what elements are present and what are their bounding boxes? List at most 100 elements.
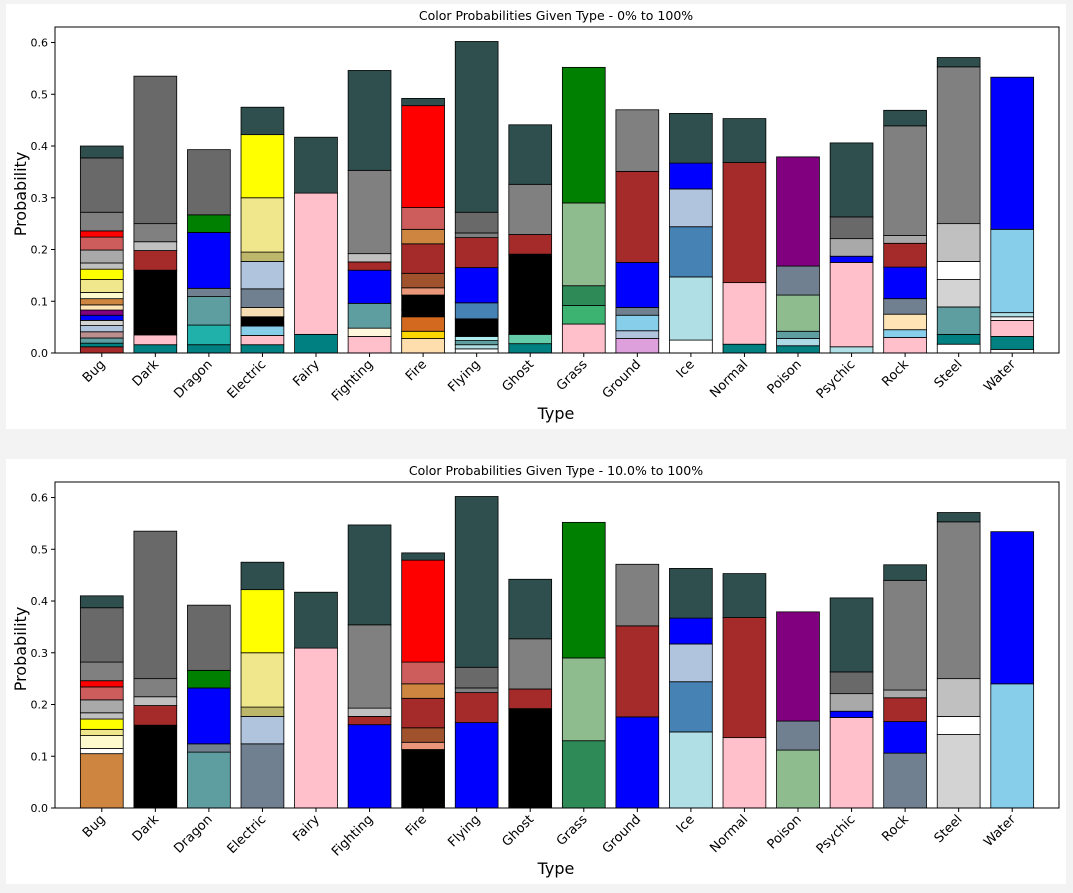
bar-segment-flying-3 [454, 336, 499, 341]
bar-segment-dragon-6 [187, 149, 231, 216]
bar-segment-bug-16 [79, 230, 124, 238]
bar-segment-electric-0 [240, 743, 285, 809]
bar-segment-bug-8 [79, 680, 124, 688]
y-tick-label: 0.5 [31, 88, 49, 101]
x-tick-label-dragon: Dragon [171, 812, 215, 856]
bar-segment-fairy-0 [294, 647, 338, 809]
bar-segment-flying-6 [454, 267, 499, 304]
bar-segment-steel-3 [936, 521, 981, 680]
bar-segment-grass-4 [561, 66, 606, 204]
plot-frame [54, 481, 1060, 809]
bar-segment-bug-10 [79, 292, 124, 300]
bar-segment-ice-2 [669, 643, 713, 683]
bar-segment-poison-0 [776, 749, 820, 809]
bar-segment-grass-3 [561, 202, 606, 287]
bar-segment-dark-1 [133, 705, 178, 726]
bar-segment-fighting-2 [347, 707, 392, 717]
bar-segment-fighting-1 [347, 716, 392, 726]
bar-segment-bug-3 [79, 728, 124, 736]
bar-segment-poison-5 [776, 156, 820, 267]
bars-layer [79, 41, 1035, 354]
bar-segment-ice-0 [669, 339, 713, 354]
bar-segment-ice-5 [669, 113, 713, 164]
x-tick-label-grass: Grass [554, 812, 591, 849]
bar-segment-electric-2 [240, 325, 285, 336]
bar-segment-bug-0 [79, 753, 124, 809]
y-axis-ticks: 0.0 0.1 0.2 0.3 0.4 0.5 0.6 [31, 37, 55, 360]
bar-segment-fire-1 [401, 741, 445, 750]
bar-segment-steel-1 [936, 333, 981, 345]
bar-segment-bug-7 [79, 309, 124, 316]
bar-segment-poison-4 [776, 265, 820, 296]
bar-segment-poison-3 [776, 294, 820, 332]
x-tick-label-psychic: Psychic [814, 812, 859, 857]
bar-segment-dragon-2 [187, 296, 231, 326]
bar-segment-water-5 [990, 228, 1035, 314]
x-tick-label-steel: Steel [932, 357, 966, 391]
bar-segment-dragon-1 [187, 743, 231, 753]
bar-segment-psychic-1 [829, 262, 874, 348]
bar-segment-ground-0 [615, 716, 660, 809]
bar-segment-dragon-3 [187, 287, 231, 298]
bar-segment-fighting-3 [347, 269, 392, 304]
bar-segment-ground-3 [615, 307, 660, 316]
bar-segment-ice-3 [669, 188, 713, 228]
plot-frame [54, 26, 1060, 354]
bar-segment-grass-0 [561, 323, 606, 354]
y-tick-label: 0.2 [31, 244, 49, 257]
x-tick-label-electric: Electric [225, 357, 270, 402]
bar-segment-dark-0 [133, 724, 178, 809]
bar-segment-dark-3 [133, 250, 178, 271]
bar-segment-steel-4 [936, 261, 981, 280]
bar-segment-ghost-0 [508, 708, 553, 809]
bar-segment-flying-0 [454, 722, 499, 809]
bar-segment-grass-0 [561, 740, 606, 809]
bar-segment-ice-1 [669, 276, 713, 341]
x-tick-label-fire: Fire [403, 812, 430, 839]
bar-segment-bug-12 [79, 268, 124, 280]
bar-segment-fire-11 [401, 98, 445, 107]
bar-segment-bug-10 [79, 607, 124, 663]
bar-segment-rock-5 [883, 564, 927, 581]
bar-segment-bug-5 [79, 319, 124, 326]
bar-segment-electric-10 [240, 106, 285, 136]
bar-segment-normal-0 [722, 343, 767, 354]
bar-segment-rock-2 [883, 697, 927, 722]
x-tick-label-water: Water [981, 812, 1019, 850]
bar-segment-bug-3 [79, 331, 124, 339]
bar-segment-fighting-6 [347, 169, 392, 255]
bar-segment-fighting-2 [347, 302, 392, 329]
x-tick-label-flying: Flying [445, 812, 483, 850]
bar-segment-ghost-4 [508, 183, 553, 235]
bar-segment-normal-0 [722, 737, 767, 809]
bar-segment-bug-9 [79, 298, 124, 306]
bar-segment-steel-0 [936, 343, 981, 354]
bar-segment-electric-5 [240, 561, 285, 591]
bar-segment-dragon-0 [187, 344, 231, 354]
bar-segment-bug-6 [79, 699, 124, 714]
bar-segment-ground-1 [615, 330, 660, 339]
y-tick-label: 0.4 [31, 140, 49, 153]
bar-segment-electric-7 [240, 251, 285, 262]
bar-segment-bug-6 [79, 314, 124, 321]
bar-segment-rock-3 [883, 689, 927, 699]
bar-segment-steel-2 [936, 306, 981, 335]
bar-segment-water-0 [990, 683, 1035, 809]
bar-segment-steel-1 [936, 716, 981, 735]
bar-segment-grass-2 [561, 285, 606, 306]
x-tick-label-poison: Poison [765, 357, 805, 397]
y-tick-label: 0.6 [31, 492, 49, 505]
bar-segment-ground-1 [615, 625, 660, 718]
chart-panel-ten-percent: Color Probabilities Given Type - 10.0% t… [6, 459, 1066, 884]
bar-segment-bug-1 [79, 342, 124, 348]
bar-segment-flying-7 [454, 237, 499, 269]
bar-segment-rock-4 [883, 579, 927, 691]
bar-segment-water-0 [990, 348, 1035, 354]
y-axis-label: Probability [11, 152, 30, 237]
bar-segment-ghost-3 [508, 234, 553, 255]
bar-segment-dark-6 [133, 75, 178, 225]
bar-segment-dark-0 [133, 344, 178, 354]
bar-segment-poison-0 [776, 345, 820, 354]
x-axis-label: Type [537, 859, 575, 878]
bar-segment-ground-0 [615, 338, 660, 354]
